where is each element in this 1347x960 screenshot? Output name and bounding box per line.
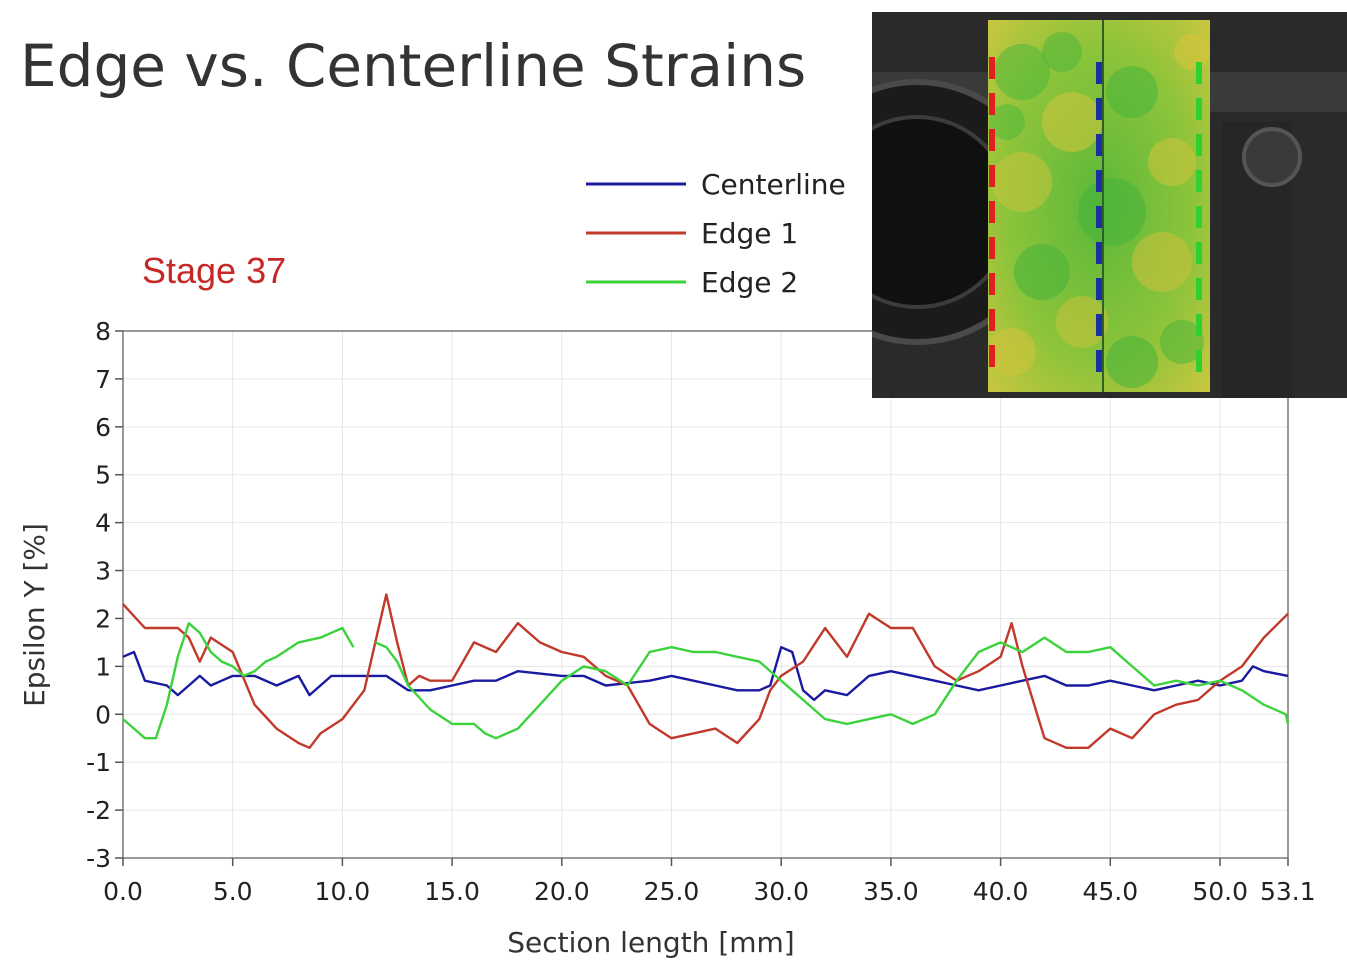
strain-blotch	[1148, 138, 1196, 186]
series-line-centerline	[122, 646, 1289, 702]
strain-blotch	[1014, 244, 1070, 300]
strain-field-pattern	[988, 32, 1210, 388]
x-tick-label: 20.0	[534, 877, 590, 906]
strain-blotch	[1160, 320, 1204, 364]
x-axis-title: Section length [mm]	[507, 926, 794, 959]
x-tick-label: 45.0	[1082, 877, 1138, 906]
strain-blotch	[988, 328, 1036, 376]
strain-blotch	[1056, 296, 1108, 348]
y-tick-label: 1	[95, 652, 111, 681]
strain-blotch	[1174, 34, 1210, 70]
legend-label: Edge 1	[701, 217, 798, 250]
specimen-photo	[872, 12, 1347, 398]
y-axis-title: Epsilon Y [%]	[18, 523, 51, 707]
strain-blotch	[1042, 92, 1102, 152]
y-tick-label: 2	[95, 604, 111, 633]
chart-grid	[123, 330, 1288, 859]
stage-label: Stage 37	[142, 250, 287, 291]
strain-blotch	[1078, 178, 1146, 246]
series-layer	[122, 593, 1290, 749]
x-tick-label: 50.0	[1192, 877, 1248, 906]
x-tick-label: 30.0	[753, 877, 809, 906]
x-tick-label: 53.1	[1260, 877, 1316, 906]
page-title: Edge vs. Centerline Strains	[20, 32, 807, 100]
y-tick-label: 0	[95, 700, 111, 729]
strain-blotch	[1132, 232, 1192, 292]
x-tick-label: 35.0	[863, 877, 919, 906]
axes: 8 7 6 5 4 3 2 1 0 -1 -2 -3 0.0 5.0 10.0 15.0 20.0 25.0 30.…	[86, 317, 1316, 906]
y-tick-label: 6	[95, 413, 111, 442]
x-tick-label: 25.0	[644, 877, 700, 906]
photo-right-bolt	[1242, 127, 1302, 187]
y-tick-label: 3	[95, 557, 111, 586]
plot-frame	[122, 330, 1289, 859]
y-tick-label: 4	[95, 509, 111, 538]
strain-blotch	[1106, 336, 1158, 388]
y-tick-label: 5	[95, 461, 111, 490]
strain-blotch	[994, 44, 1050, 100]
x-tick-label: 15.0	[424, 877, 480, 906]
x-tick-label: 40.0	[973, 877, 1029, 906]
strain-blotch	[989, 104, 1025, 140]
y-tick-label: -2	[86, 796, 111, 825]
y-tick-label: -3	[86, 844, 111, 873]
legend-label: Centerline	[701, 168, 846, 201]
strain-blotch	[1106, 66, 1158, 118]
legend: Centerline Edge 1 Edge 2	[586, 168, 846, 299]
strain-blotch	[1042, 32, 1082, 72]
x-tick-label: 5.0	[213, 877, 253, 906]
strain-blotch	[992, 152, 1052, 212]
x-tick-label: 0.0	[103, 877, 143, 906]
y-tick-label: 8	[95, 317, 111, 346]
series-line-edge-2	[122, 622, 1290, 740]
series-line-edge-1	[122, 593, 1289, 749]
y-tick-label: -1	[86, 748, 111, 777]
legend-label: Edge 2	[701, 266, 798, 299]
x-tick-label: 10.0	[315, 877, 371, 906]
y-tick-label: 7	[95, 365, 111, 394]
